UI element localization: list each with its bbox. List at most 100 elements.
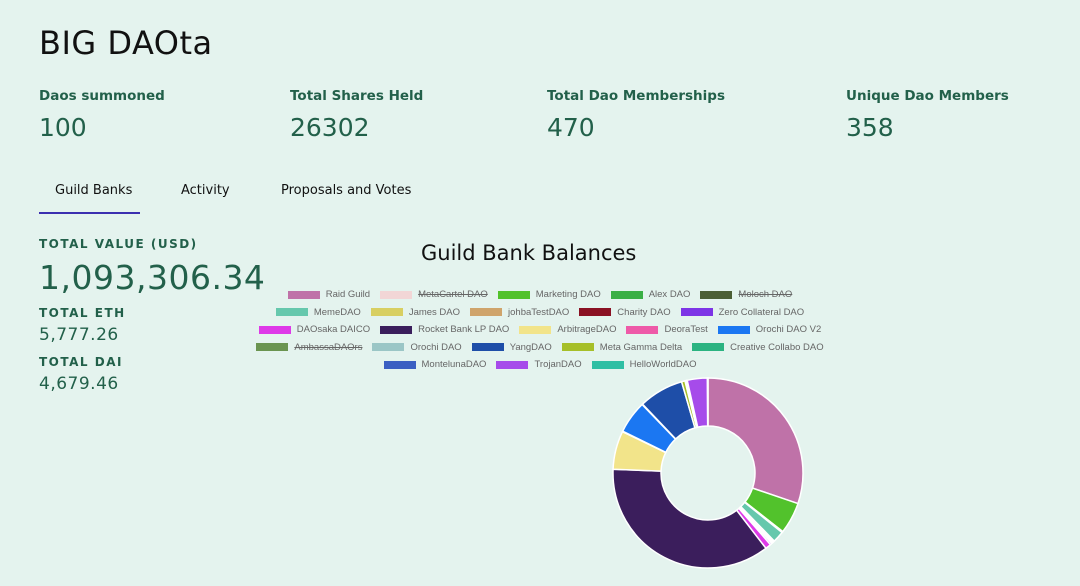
stat-label: Total Shares Held — [290, 88, 424, 104]
legend-item[interactable]: HelloWorldDAO — [591, 359, 697, 371]
legend-label: TrojanDAO — [534, 359, 582, 371]
legend-swatch — [275, 308, 308, 317]
legend-swatch — [680, 308, 713, 317]
legend-item[interactable]: Zero Collateral DAO — [680, 306, 805, 318]
legend-swatch — [287, 290, 320, 299]
legend-swatch — [497, 290, 530, 299]
legend-label: Rocket Bank LP DAO — [418, 324, 510, 336]
donut-slice[interactable] — [612, 468, 767, 569]
legend-swatch — [383, 360, 416, 369]
legend-label: Creative Collabo DAO — [730, 341, 824, 353]
legend-item[interactable]: Raid Guild — [287, 289, 371, 301]
legend-item[interactable]: MetaCartel DAO — [380, 289, 488, 300]
legend-label: Alex DAO — [648, 289, 691, 301]
chart-legend: Raid Guild MetaCartel DAO Marketing DAO Ale… — [0, 286, 1080, 374]
legend-swatch — [519, 325, 552, 334]
legend-swatch — [258, 325, 291, 334]
tab-guild-banks[interactable]: Guild Banks — [39, 176, 140, 214]
legend-row: DAOsaka DAICO Rocket Bank LP DAO Arbitrage… — [0, 321, 1080, 339]
legend-item[interactable]: ArbitrageDAO — [519, 324, 616, 335]
stat-dao-memberships: Total Dao Memberships 470 — [547, 88, 725, 142]
legend-swatch — [471, 343, 504, 352]
total-usd-value: 1,093,306.34 — [39, 258, 266, 297]
legend-item[interactable]: Meta Gamma Delta — [561, 342, 682, 353]
stat-value: 26302 — [290, 113, 370, 142]
legend-label: MemeDAO — [313, 306, 361, 318]
legend-item[interactable]: johbaTestDAO — [470, 307, 569, 318]
donut-chart — [612, 377, 804, 569]
legend-item[interactable]: Creative Collabo DAO — [692, 341, 824, 353]
total-dai-value: 4,679.46 — [39, 374, 119, 394]
legend-item[interactable]: YangDAO — [471, 341, 552, 353]
legend-label: johbaTestDAO — [508, 306, 570, 318]
stat-total-shares: Total Shares Held 26302 — [290, 88, 423, 142]
legend-label: ArbitrageDAO — [557, 324, 617, 336]
legend-row: AmbassaDAOrs Orochi DAO YangDAO Meta Gamma … — [0, 339, 1080, 357]
legend-item[interactable]: DAOsaka DAICO — [258, 324, 371, 336]
legend-item[interactable]: Orochi DAO V2 — [717, 324, 822, 336]
legend-label: AmbassaDAOrs — [294, 341, 363, 353]
stat-value: 100 — [39, 113, 87, 142]
legend-item[interactable]: AmbassaDAOrs — [256, 342, 362, 353]
legend-swatch — [610, 290, 643, 299]
legend-swatch — [370, 308, 403, 317]
total-eth-value: 5,777.26 — [39, 325, 119, 345]
legend-item[interactable]: Charity DAO — [579, 306, 671, 318]
legend-swatch — [591, 360, 624, 369]
legend-item[interactable]: James DAO — [370, 306, 461, 318]
legend-item[interactable]: DeoraTest — [626, 324, 708, 336]
legend-swatch — [380, 290, 413, 299]
legend-swatch — [692, 343, 725, 352]
total-eth-label: TOTAL ETH — [39, 306, 126, 320]
tab-activity[interactable]: Activity — [181, 183, 230, 198]
legend-label: MontelunaDAO — [421, 359, 487, 371]
total-usd-label: TOTAL VALUE (USD) — [39, 237, 198, 251]
stat-value: 358 — [846, 113, 894, 142]
legend-label: YangDAO — [509, 341, 552, 353]
legend-item[interactable]: Orochi DAO — [372, 341, 462, 353]
legend-label: HelloWorldDAO — [629, 359, 697, 371]
legend-item[interactable]: MemeDAO — [275, 306, 361, 318]
chart-title: Guild Bank Balances — [421, 241, 637, 265]
legend-item[interactable]: Rocket Bank LP DAO — [380, 324, 509, 335]
legend-label: Charity DAO — [617, 306, 671, 318]
legend-label: MetaCartel DAO — [418, 289, 488, 301]
legend-swatch — [561, 343, 594, 352]
stat-unique-members: Unique Dao Members 358 — [846, 88, 1009, 142]
legend-label: DeoraTest — [664, 324, 708, 336]
stat-daos-summoned: Daos summoned 100 — [39, 88, 165, 142]
legend-swatch — [579, 308, 612, 317]
legend-swatch — [256, 343, 289, 352]
legend-label: Raid Guild — [325, 289, 371, 301]
legend-row: Raid Guild MetaCartel DAO Marketing DAO Ale… — [0, 286, 1080, 304]
legend-label: Zero Collateral DAO — [718, 306, 805, 318]
stat-label: Daos summoned — [39, 88, 165, 104]
legend-swatch — [626, 325, 659, 334]
donut-slice[interactable] — [707, 377, 804, 505]
legend-item[interactable]: Marketing DAO — [497, 289, 601, 301]
legend-swatch — [372, 343, 405, 352]
legend-label: Marketing DAO — [535, 289, 601, 301]
tab-proposals-and-votes[interactable]: Proposals and Votes — [281, 183, 412, 198]
total-dai-label: TOTAL DAI — [39, 355, 123, 369]
legend-item[interactable]: Moloch DAO — [700, 289, 792, 300]
legend-row: MontelunaDAO TrojanDAO HelloWorldDAO — [0, 356, 1080, 374]
legend-item[interactable]: TrojanDAO — [496, 359, 582, 371]
app-title: BIG DAOta — [39, 24, 213, 62]
legend-label: Orochi DAO — [410, 341, 462, 353]
legend-swatch — [470, 308, 503, 317]
legend-label: DAOsaka DAICO — [296, 324, 371, 336]
legend-swatch — [496, 360, 529, 369]
legend-item[interactable]: MontelunaDAO — [383, 359, 487, 371]
donut-slice[interactable] — [706, 377, 709, 427]
legend-label: James DAO — [408, 306, 461, 318]
stat-value: 470 — [547, 113, 595, 142]
legend-swatch — [380, 325, 413, 334]
legend-swatch — [700, 290, 733, 299]
legend-swatch — [717, 325, 750, 334]
stat-label: Total Dao Memberships — [547, 88, 725, 104]
legend-item[interactable]: Alex DAO — [610, 289, 691, 301]
stat-label: Unique Dao Members — [846, 88, 1009, 104]
legend-row: MemeDAO James DAO johbaTestDAO Charity DAO Z… — [0, 304, 1080, 322]
legend-label: Orochi DAO V2 — [755, 324, 822, 336]
